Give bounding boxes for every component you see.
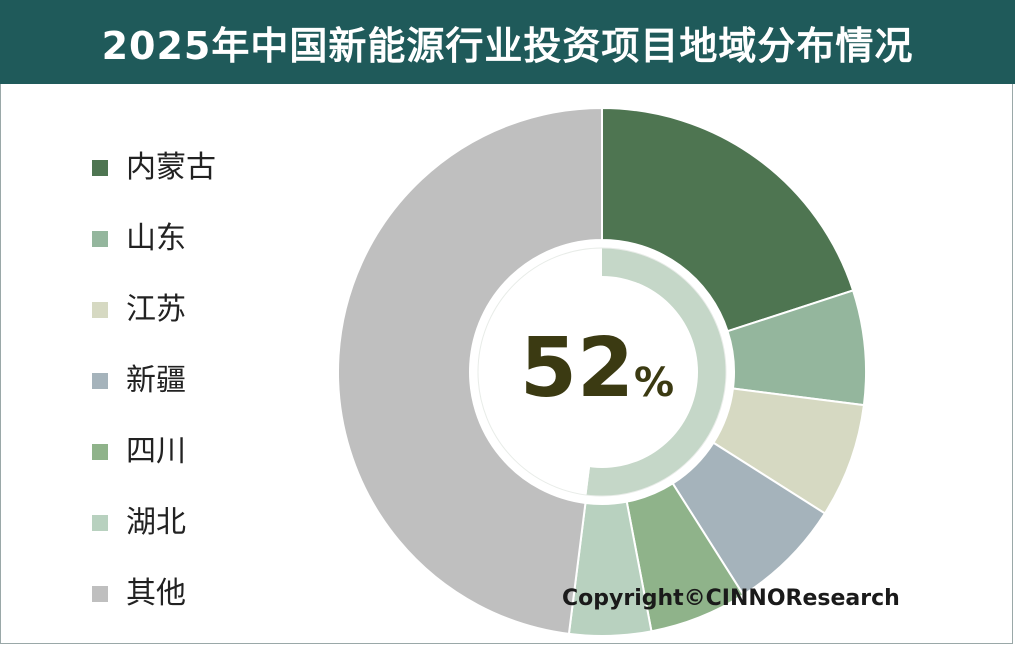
donut-center-disc [506, 276, 698, 468]
legend-item: 新疆 [92, 345, 312, 416]
legend-item: 山东 [92, 203, 312, 274]
legend-item: 其他 [92, 558, 312, 629]
legend-label: 内蒙古 [126, 149, 216, 185]
copyright-text: Copyright©CINNOResearch [562, 586, 900, 611]
center-value-unit: % [634, 360, 675, 406]
title-bar: 2025年中国新能源行业投资项目地域分布情况 [0, 0, 1015, 84]
chart-frame [0, 84, 1013, 644]
legend-swatch [92, 230, 108, 247]
legend-label: 其他 [126, 575, 186, 611]
legend: 内蒙古山东江苏新疆四川湖北其他 [92, 132, 312, 629]
legend-label: 新疆 [126, 362, 186, 398]
legend-swatch [92, 301, 108, 318]
legend-swatch [92, 372, 108, 389]
outer-ring-slice [601, 106, 855, 333]
legend-label: 山东 [126, 220, 186, 256]
legend-label: 江苏 [126, 291, 186, 327]
chart-title: 2025年中国新能源行业投资项目地域分布情况 [101, 23, 914, 68]
legend-item: 四川 [92, 416, 312, 487]
inner-ring-outline [477, 247, 727, 497]
legend-swatch [92, 443, 108, 460]
legend-item: 江苏 [92, 274, 312, 345]
legend-item: 湖北 [92, 487, 312, 558]
legend-label: 湖北 [126, 504, 186, 540]
outer-ring-slice [337, 106, 603, 636]
center-value: 52% [492, 328, 702, 410]
legend-swatch [92, 514, 108, 531]
legend-item: 内蒙古 [92, 132, 312, 203]
legend-swatch [92, 585, 108, 602]
center-value-number: 52 [519, 321, 635, 416]
legend-swatch [92, 159, 108, 176]
legend-label: 四川 [126, 433, 186, 469]
